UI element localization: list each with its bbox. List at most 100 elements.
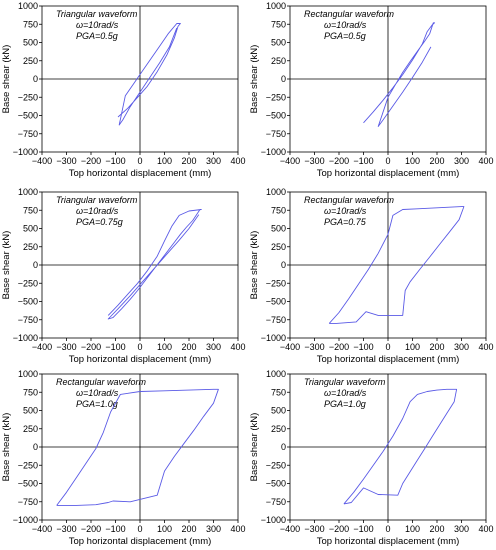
chart-svg-2: −400 −300 −200 −100 0 100 200 300 40010007505002… xyxy=(249,1,494,179)
x-tick-label: 300 xyxy=(454,342,469,352)
y-tick-label: −250 xyxy=(266,460,286,470)
x-tick-label: −400 xyxy=(32,524,52,534)
y-tick-label: −750 xyxy=(18,129,38,139)
x-axis-label: Top horizontal displacement (mm) xyxy=(69,536,212,547)
chart-svg-3: −400 −300 −200 −100 0 100 200 300 40010007505002… xyxy=(1,187,246,365)
x-tick-label: 200 xyxy=(429,524,444,534)
y-tick-label: 250 xyxy=(271,56,286,66)
x-tick-label: −200 xyxy=(81,342,101,352)
chart-panel-2: −400 −300 −200 −100 0 100 200 300 400 1000 750 500 2… xyxy=(248,0,496,182)
x-tick-label: 100 xyxy=(157,156,172,166)
y-tick-label: 500 xyxy=(23,406,38,416)
y-tick-label: 750 xyxy=(23,19,38,29)
y-tick-label: −250 xyxy=(18,278,38,288)
x-tick-label: 200 xyxy=(181,524,196,534)
y-tick-label: 750 xyxy=(23,205,38,215)
hysteresis-curve xyxy=(117,23,181,126)
x-tick-label: 400 xyxy=(478,342,493,352)
hysteresis-curve xyxy=(328,206,465,324)
x-tick-label: 100 xyxy=(157,524,172,534)
y-tick-label: −750 xyxy=(18,315,38,325)
chart-svg-6: −400 −300 −200 −100 0 100 200 300 40010007505002… xyxy=(249,369,494,547)
y-tick-label: 250 xyxy=(23,242,38,252)
hysteresis-curve xyxy=(56,388,219,506)
annotation-line: ω=10rad/s xyxy=(324,388,367,398)
x-tick-label: −400 xyxy=(280,342,300,352)
y-tick-label: 250 xyxy=(271,424,286,434)
x-tick-label: −300 xyxy=(304,524,324,534)
annotation-line: ω=10rad/s xyxy=(76,20,119,30)
y-tick-label: 0 xyxy=(281,442,286,452)
hysteresis-curve xyxy=(107,209,202,320)
y-tick-label: −750 xyxy=(266,315,286,325)
x-axis-label: Top horizontal displacement (mm) xyxy=(69,168,212,179)
annotation-line: ω=10rad/s xyxy=(76,206,119,216)
x-tick-label: −200 xyxy=(329,156,349,166)
x-tick-label: −200 xyxy=(329,342,349,352)
y-tick-label: 1000 xyxy=(18,1,38,11)
y-axis-label: Base shear (kN) xyxy=(1,413,12,482)
x-tick-label: −300 xyxy=(56,342,76,352)
x-tick-label: 200 xyxy=(181,342,196,352)
x-axis-label: Top horizontal displacement (mm) xyxy=(317,354,460,365)
x-tick-label: 0 xyxy=(385,156,390,166)
y-tick-label: −1000 xyxy=(261,333,286,343)
y-axis-label: Base shear (kN) xyxy=(249,413,260,482)
x-tick-label: 0 xyxy=(137,524,142,534)
y-axis-label: Base shear (kN) xyxy=(1,231,12,300)
y-tick-label: 250 xyxy=(23,56,38,66)
x-tick-label: −400 xyxy=(32,156,52,166)
x-tick-label: 100 xyxy=(405,524,420,534)
y-tick-label: 0 xyxy=(33,442,38,452)
y-tick-label: −250 xyxy=(18,460,38,470)
chart-svg-1: −400 −300 −200 −100 0 100 200 300 40010007505002… xyxy=(1,1,246,179)
y-tick-label: −1000 xyxy=(261,147,286,157)
annotation-line: PGA=0.75 xyxy=(324,217,367,227)
annotation-line: Triangular waveform xyxy=(56,9,138,19)
x-tick-label: −300 xyxy=(304,342,324,352)
y-tick-label: 1000 xyxy=(266,369,286,379)
y-axis-label: Base shear (kN) xyxy=(249,231,260,300)
y-tick-label: 500 xyxy=(271,224,286,234)
y-tick-label: −500 xyxy=(18,479,38,489)
y-tick-label: 750 xyxy=(23,387,38,397)
x-tick-label: −300 xyxy=(56,156,76,166)
y-axis-label: Base shear (kN) xyxy=(1,45,12,114)
annotation-line: Rectangular waveform xyxy=(304,195,395,205)
x-tick-label: 200 xyxy=(429,342,444,352)
y-tick-label: −1000 xyxy=(13,333,38,343)
x-tick-label: −200 xyxy=(81,156,101,166)
y-tick-label: 0 xyxy=(281,260,286,270)
y-tick-label: −250 xyxy=(266,278,286,288)
chart-svg-4: −400 −300 −200 −100 0 100 200 300 40010007505002… xyxy=(249,187,494,365)
y-tick-label: −1000 xyxy=(13,515,38,525)
y-tick-label: −500 xyxy=(266,479,286,489)
x-tick-label: 200 xyxy=(429,156,444,166)
x-axis-label: Top horizontal displacement (mm) xyxy=(69,354,212,365)
x-tick-label: −200 xyxy=(81,524,101,534)
y-tick-label: 500 xyxy=(23,38,38,48)
y-axis-label: Base shear (kN) xyxy=(249,45,260,114)
hysteresis-curve xyxy=(363,22,436,127)
y-tick-label: 750 xyxy=(271,387,286,397)
y-tick-label: 750 xyxy=(271,19,286,29)
x-tick-label: −400 xyxy=(32,342,52,352)
y-tick-label: −500 xyxy=(18,297,38,307)
x-tick-label: −400 xyxy=(280,156,300,166)
y-tick-label: −500 xyxy=(266,111,286,121)
x-tick-label: 0 xyxy=(137,156,142,166)
y-tick-label: −1000 xyxy=(13,147,38,157)
y-tick-label: −500 xyxy=(18,111,38,121)
x-tick-label: −100 xyxy=(353,342,373,352)
y-tick-label: 0 xyxy=(281,74,286,84)
x-axis-label: Top horizontal displacement (mm) xyxy=(317,536,460,547)
chart-panel-6: −400 −300 −200 −100 0 100 200 300 400 1000 750 500 2… xyxy=(248,368,496,550)
chart-panel-5: −400 −300 −200 −100 0 100 200 300 400 1000 750 500 2… xyxy=(0,368,248,550)
chart-panel-4: −400 −300 −200 −100 0 100 200 300 400 1000 750 500 2… xyxy=(248,186,496,368)
annotation-line: PGA=0.75g xyxy=(76,217,123,227)
x-tick-label: 400 xyxy=(230,156,245,166)
annotation-line: Rectangular waveform xyxy=(56,377,147,387)
y-tick-label: 500 xyxy=(271,406,286,416)
y-tick-label: 1000 xyxy=(266,187,286,197)
x-tick-label: 400 xyxy=(230,342,245,352)
